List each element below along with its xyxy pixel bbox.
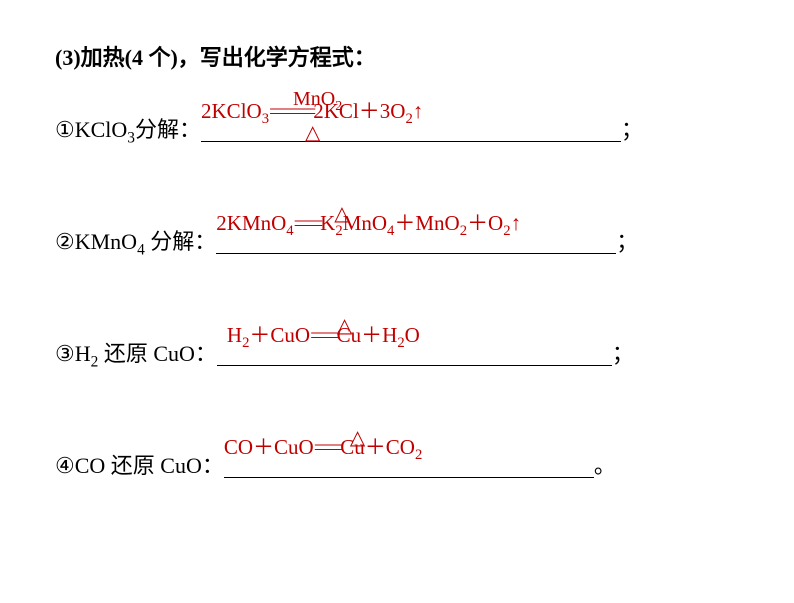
equation-item: ①KClO3分解：MnO2△2KClO3=====2KCl＋3O2↑； — [55, 112, 739, 152]
end-punctuation: 。 — [594, 453, 616, 478]
equation-answer: CO＋CuO===Cu＋CO2 — [224, 431, 422, 464]
items-container: ①KClO3分解：MnO2△2KClO3=====2KCl＋3O2↑；②KMnO… — [55, 112, 739, 488]
end-punctuation: ； — [612, 341, 634, 366]
equation-answer: 2KClO3=====2KCl＋3O2↑ — [201, 95, 423, 128]
item-label: ②KMnO4 分解： — [55, 224, 216, 259]
item-label: ④CO 还原 CuO： — [55, 448, 224, 480]
answer-area: MnO2△2KClO3=====2KCl＋3O2↑ — [201, 116, 621, 142]
answer-area: △2KMnO4===K2MnO4＋MnO2＋O2↑ — [216, 228, 616, 254]
item-label: ③H2 还原 CuO： — [55, 336, 217, 371]
answer-area: △H2＋CuO===Cu＋H2O — [217, 340, 612, 366]
equation-item: ②KMnO4 分解：△2KMnO4===K2MnO4＋MnO2＋O2↑； — [55, 224, 739, 264]
equation-answer: H2＋CuO===Cu＋H2O — [227, 319, 420, 352]
end-punctuation: ； — [616, 229, 638, 254]
equation-item: ④CO 还原 CuO：△CO＋CuO===Cu＋CO2。 — [55, 448, 739, 488]
equation-item: ③H2 还原 CuO：△H2＋CuO===Cu＋H2O； — [55, 336, 739, 376]
equation-answer: 2KMnO4===K2MnO4＋MnO2＋O2↑ — [216, 207, 521, 240]
section-header: (3)加热(4 个)，写出化学方程式： — [55, 40, 739, 72]
item-label: ①KClO3分解： — [55, 112, 201, 147]
end-punctuation: ； — [621, 117, 643, 142]
answer-area: △CO＋CuO===Cu＋CO2 — [224, 452, 594, 478]
